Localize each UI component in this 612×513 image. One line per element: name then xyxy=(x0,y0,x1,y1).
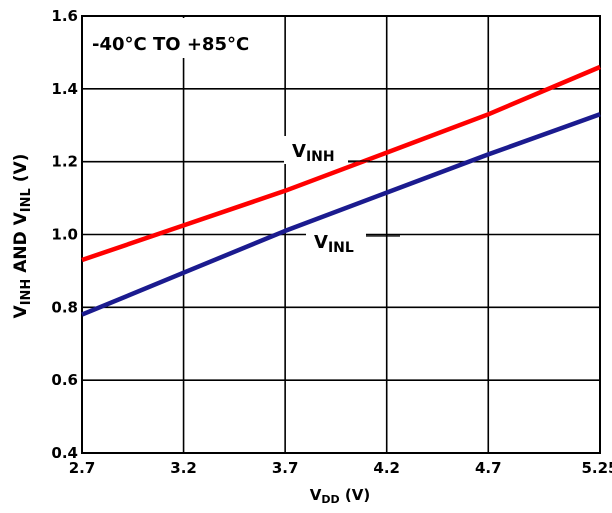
y-tick-label: 0.4 xyxy=(51,444,78,462)
vinl-series-label: VINL xyxy=(314,232,354,256)
vinl-label-group: VINL xyxy=(306,226,400,256)
x-tick-label: 5.25 xyxy=(581,459,612,477)
x-tick-label: 4.2 xyxy=(373,459,400,477)
y-tick-label: 1.4 xyxy=(51,80,78,98)
y-tick-label: 1.6 xyxy=(51,7,78,25)
vinh-label-group: VINH xyxy=(284,136,370,165)
vinl-series-line xyxy=(81,112,601,317)
y-tick-label: 1.2 xyxy=(51,153,78,171)
y-tick-label: 1.0 xyxy=(51,226,78,244)
y-tick-labels: 0.4 0.6 0.8 1.0 1.2 1.4 1.6 xyxy=(51,7,78,462)
plot-frame xyxy=(81,15,601,454)
vinh-series-label: VINH xyxy=(292,141,335,165)
x-tick-label: 4.7 xyxy=(475,459,502,477)
series-layer xyxy=(81,64,601,317)
x-tick-labels: 2.7 3.2 3.7 4.2 4.7 5.25 xyxy=(69,459,612,477)
x-tick-label: 2.7 xyxy=(69,459,96,477)
x-tick-label: 3.2 xyxy=(170,459,197,477)
x-axis-title: VDD (V) xyxy=(310,486,370,506)
y-axis-title: VINH AND VINL (V) xyxy=(11,154,34,319)
y-tick-label: 0.8 xyxy=(51,298,78,316)
x-tick-label: 3.7 xyxy=(272,459,299,477)
y-tick-label: 0.6 xyxy=(51,371,78,389)
temperature-annotation: -40°C TO +85°C xyxy=(92,34,249,55)
annotation-box: -40°C TO +85°C xyxy=(84,18,280,58)
vinh-series-line xyxy=(81,64,601,263)
